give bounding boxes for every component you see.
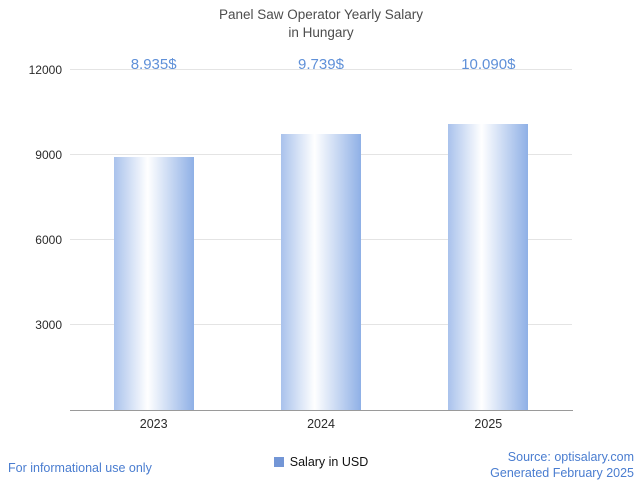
source-link[interactable]: Source: optisalary.com (507, 450, 634, 464)
gridline-12000 (70, 69, 572, 70)
bar-2025[interactable] (448, 124, 529, 410)
value-label-2024: 9,739$ (298, 56, 344, 73)
value-label-2023: 8,935$ (130, 56, 177, 73)
x-axis-labels: 2023 2024 2025 (70, 417, 572, 433)
plot-area (70, 69, 572, 410)
y-axis: 3000 6000 9000 12000 (0, 63, 66, 410)
bar-2024[interactable] (281, 134, 361, 410)
value-label-2025: 10,090$ (461, 56, 516, 73)
y-tick-label: 3000 (35, 318, 62, 332)
y-tick-label: 12000 (28, 63, 62, 77)
bar-2023[interactable] (113, 156, 194, 410)
chart-title: Panel Saw Operator Yearly Salary in Hung… (0, 6, 642, 42)
x-tick-label-2025: 2025 (474, 417, 503, 431)
y-tick-label: 6000 (35, 233, 62, 247)
legend: Salary in USD (0, 455, 642, 469)
source-block: Source: optisalary.com Generated Februar… (490, 449, 634, 482)
generated-date: Generated February 2025 (490, 466, 634, 481)
legend-swatch-icon (273, 457, 284, 467)
legend-label: Salary in USD (289, 455, 369, 469)
disclaimer-text: For informational use only (8, 461, 152, 475)
chart-title-line2: in Hungary (288, 25, 354, 41)
x-tick-label-2024: 2024 (307, 417, 335, 431)
chart-title-line1: Panel Saw Operator Yearly Salary (218, 7, 424, 22)
x-axis-line (70, 410, 573, 411)
x-tick-label-2023: 2023 (139, 417, 168, 431)
bar-value-labels: 8,935$ 9,739$ 10,090$ (70, 56, 572, 76)
y-tick-label: 9000 (35, 148, 62, 162)
